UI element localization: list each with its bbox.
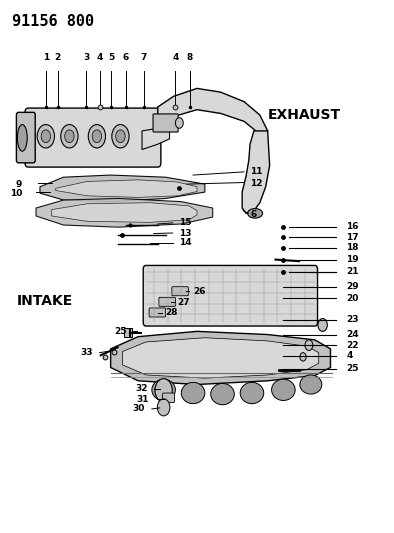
Text: 24: 24	[346, 330, 359, 339]
Text: 23: 23	[346, 315, 359, 324]
FancyBboxPatch shape	[143, 265, 318, 326]
Text: 5: 5	[108, 53, 115, 62]
Text: 4: 4	[346, 351, 353, 360]
Circle shape	[41, 130, 50, 143]
Ellipse shape	[152, 379, 175, 400]
Text: 19: 19	[346, 255, 359, 264]
Circle shape	[300, 353, 306, 361]
Polygon shape	[56, 180, 197, 197]
Polygon shape	[40, 175, 205, 201]
Polygon shape	[158, 88, 268, 147]
FancyBboxPatch shape	[172, 287, 188, 296]
Circle shape	[112, 125, 129, 148]
Polygon shape	[36, 198, 213, 227]
Text: 26: 26	[193, 287, 206, 296]
Text: INTAKE: INTAKE	[17, 294, 72, 308]
Text: 27: 27	[177, 297, 190, 306]
Circle shape	[175, 118, 183, 128]
Text: 12: 12	[250, 179, 262, 188]
Polygon shape	[123, 338, 319, 378]
Text: EXHAUST: EXHAUST	[268, 108, 341, 122]
FancyBboxPatch shape	[153, 114, 178, 132]
Text: 25: 25	[346, 364, 359, 373]
Text: 1: 1	[43, 53, 49, 62]
Text: 15: 15	[179, 219, 192, 228]
Text: 28: 28	[165, 308, 178, 317]
Text: 21: 21	[346, 268, 359, 276]
FancyBboxPatch shape	[25, 108, 161, 167]
Text: 3: 3	[83, 53, 89, 62]
Ellipse shape	[248, 208, 262, 218]
Bar	[125, 328, 132, 337]
Text: 6: 6	[251, 210, 257, 219]
FancyBboxPatch shape	[149, 308, 165, 317]
Circle shape	[61, 125, 78, 148]
Circle shape	[88, 125, 106, 148]
FancyBboxPatch shape	[17, 112, 35, 163]
Text: 91156 800: 91156 800	[13, 14, 95, 29]
Text: 20: 20	[346, 294, 359, 303]
Circle shape	[305, 340, 313, 351]
Ellipse shape	[211, 383, 234, 405]
Text: 7: 7	[141, 53, 147, 62]
Text: 6: 6	[123, 53, 129, 62]
Text: 13: 13	[179, 229, 192, 238]
Text: 14: 14	[179, 238, 192, 247]
Circle shape	[116, 130, 125, 143]
FancyBboxPatch shape	[159, 297, 175, 306]
Circle shape	[92, 130, 102, 143]
Text: 2: 2	[54, 53, 61, 62]
Circle shape	[157, 399, 170, 416]
Ellipse shape	[181, 382, 205, 403]
Text: 17: 17	[346, 233, 359, 242]
Ellipse shape	[300, 375, 322, 394]
Polygon shape	[111, 332, 331, 384]
FancyBboxPatch shape	[162, 393, 175, 402]
Polygon shape	[142, 123, 169, 150]
Text: 9: 9	[16, 180, 22, 189]
Text: 4: 4	[97, 53, 103, 62]
Text: 32: 32	[136, 384, 148, 393]
Circle shape	[37, 125, 54, 148]
Text: 4: 4	[172, 53, 178, 62]
Text: 16: 16	[346, 222, 359, 231]
Circle shape	[155, 378, 172, 402]
Circle shape	[65, 130, 74, 143]
Text: 8: 8	[187, 53, 193, 62]
Ellipse shape	[17, 125, 27, 151]
Text: 10: 10	[10, 189, 22, 198]
Text: 30: 30	[133, 405, 145, 414]
Text: 22: 22	[346, 341, 359, 350]
Text: 29: 29	[346, 282, 359, 291]
Text: 31: 31	[137, 395, 149, 404]
Polygon shape	[52, 203, 197, 222]
Circle shape	[318, 319, 327, 332]
Text: 25: 25	[114, 327, 126, 336]
Ellipse shape	[271, 379, 295, 400]
Text: 18: 18	[346, 244, 359, 253]
Ellipse shape	[240, 382, 264, 403]
Text: 11: 11	[250, 167, 262, 176]
Polygon shape	[242, 131, 269, 213]
Text: 33: 33	[80, 348, 93, 357]
